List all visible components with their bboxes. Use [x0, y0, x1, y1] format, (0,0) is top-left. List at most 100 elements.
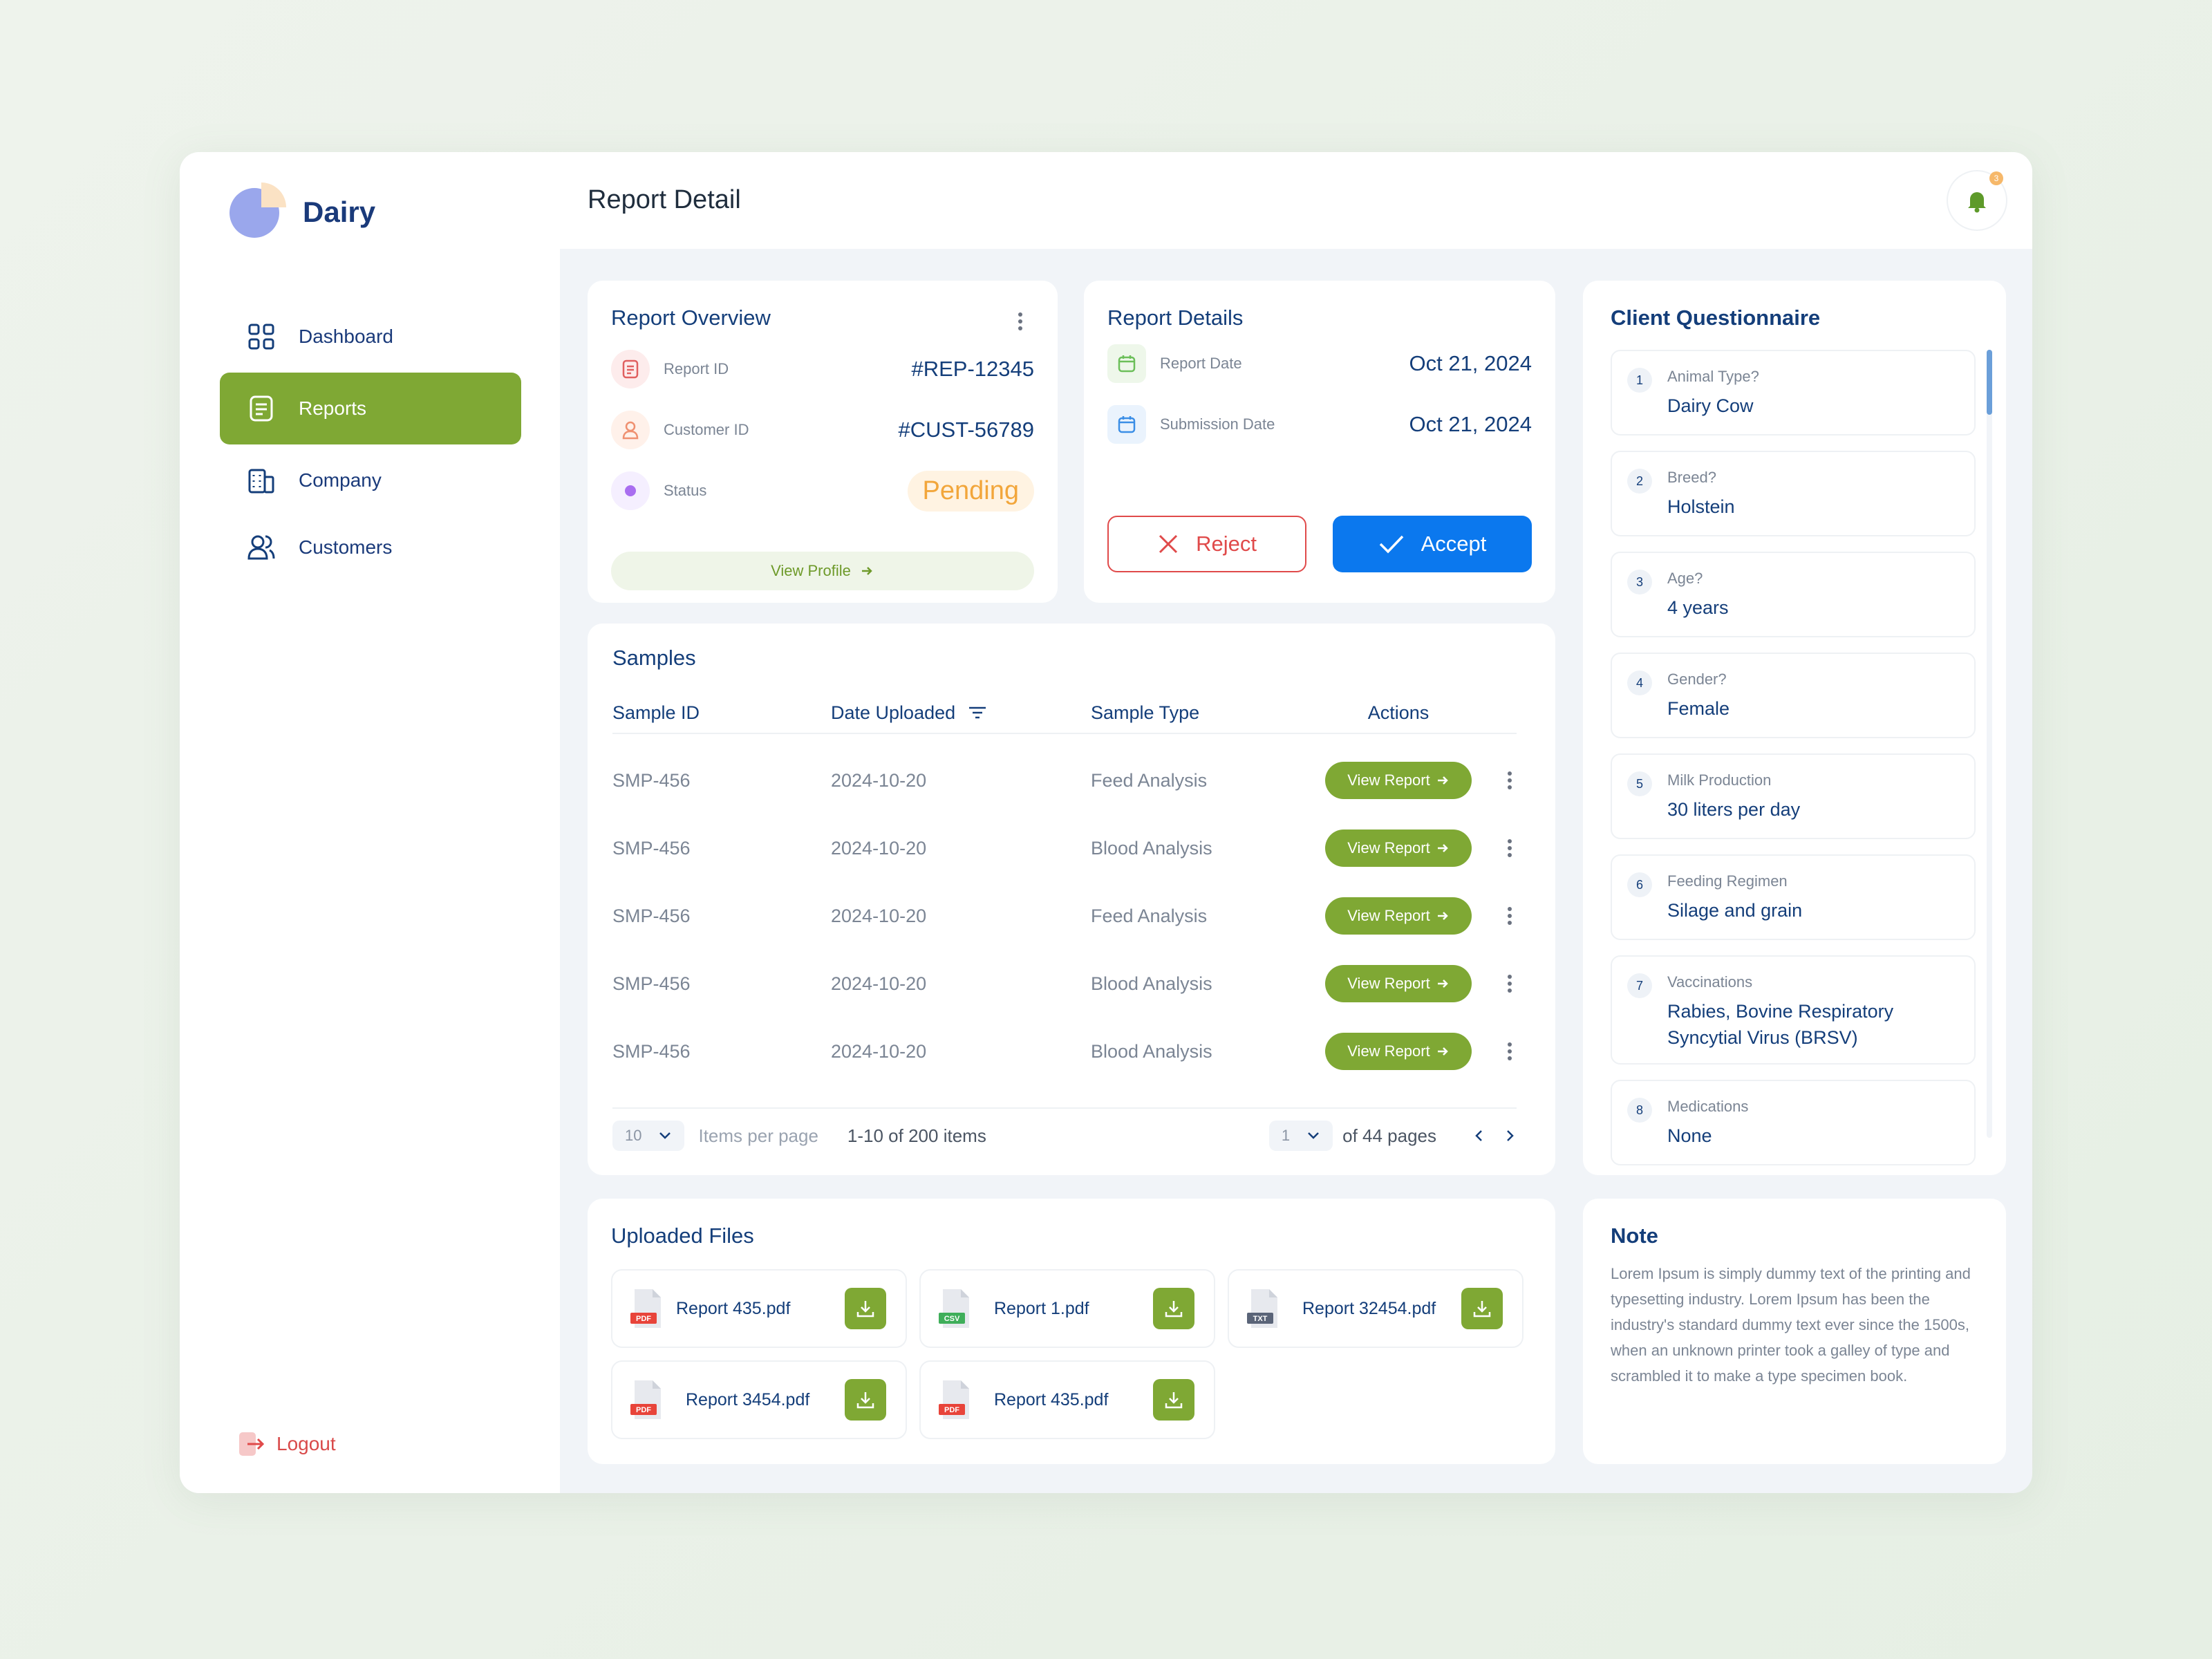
list-item: 8 Medications None: [1611, 1080, 1976, 1165]
question-label: Age?: [1667, 570, 1703, 587]
logo[interactable]: Dairy: [228, 177, 375, 239]
column-header[interactable]: Sample ID: [612, 702, 700, 723]
sidebar-item-customers[interactable]: Customers: [220, 516, 521, 579]
row-more-icon[interactable]: [1503, 906, 1517, 926]
scrollbar[interactable]: [1987, 350, 1992, 1138]
sample-type: Feed Analysis: [1091, 769, 1208, 791]
question-number: 4: [1627, 671, 1652, 695]
question-label: Animal Type?: [1667, 368, 1759, 385]
accept-label: Accept: [1421, 532, 1487, 556]
question-label: Feeding Regimen: [1667, 872, 1788, 890]
card-title: Note: [1611, 1224, 1658, 1248]
column-header[interactable]: Sample Type: [1091, 702, 1200, 723]
arrow-right-icon: [1437, 776, 1448, 785]
view-report-label: View Report: [1347, 975, 1430, 992]
arrow-right-icon: [1437, 980, 1448, 988]
download-button[interactable]: [1461, 1288, 1503, 1329]
sample-date: 2024-10-20: [831, 905, 927, 926]
customer-id-row: Customer ID #CUST-56789: [611, 409, 1034, 451]
bell-icon: [1968, 192, 1986, 213]
chevron-left-icon[interactable]: [1472, 1129, 1486, 1143]
accept-button[interactable]: Accept: [1333, 516, 1532, 572]
calendar-icon: [1107, 344, 1146, 383]
arrow-right-icon: [1437, 1047, 1448, 1056]
page-select[interactable]: 1: [1268, 1121, 1333, 1151]
more-options-icon[interactable]: [1013, 311, 1027, 332]
sidebar-item-reports[interactable]: Reports: [220, 373, 521, 444]
sample-id: SMP-456: [612, 973, 691, 994]
file-name: Report 435.pdf: [994, 1389, 1109, 1409]
download-button[interactable]: [1153, 1288, 1194, 1329]
question-answer: None: [1667, 1125, 1712, 1146]
per-page-select[interactable]: 10: [612, 1121, 685, 1151]
sample-date: 2024-10-20: [831, 1040, 927, 1062]
row-more-icon[interactable]: [1503, 838, 1517, 859]
app-name: Dairy: [303, 196, 376, 228]
chevron-down-icon: [1308, 1132, 1319, 1139]
sample-id: SMP-456: [612, 905, 691, 926]
file-item: PDF Report 435.pdf: [611, 1269, 907, 1348]
view-report-button[interactable]: View Report: [1325, 762, 1472, 799]
card-title: Report Details: [1107, 306, 1244, 330]
view-report-label: View Report: [1347, 771, 1430, 789]
file-item: CSV Report 1.pdf: [919, 1269, 1215, 1348]
download-button[interactable]: [845, 1379, 886, 1421]
status-row: Status Pending: [611, 470, 1034, 512]
file-item: PDF Report 435.pdf: [919, 1360, 1215, 1439]
questionnaire-list[interactable]: 1 Animal Type? Dairy Cow 2 Breed? Holste…: [1611, 350, 1976, 1175]
row-more-icon[interactable]: [1503, 973, 1517, 994]
list-item: 5 Milk Production 30 liters per day: [1611, 753, 1976, 839]
sidebar-item-dashboard[interactable]: Dashboard: [220, 301, 521, 373]
grid-icon: [246, 321, 276, 352]
chevron-right-icon[interactable]: [1503, 1129, 1517, 1143]
header: Report Detail 3: [560, 152, 2032, 249]
row-more-icon[interactable]: [1503, 770, 1517, 791]
view-report-button[interactable]: View Report: [1325, 897, 1472, 935]
list-item: 1 Animal Type? Dairy Cow: [1611, 350, 1976, 435]
question-answer: 4 years: [1667, 597, 1729, 618]
download-icon: [856, 1392, 874, 1409]
uploaded-files-card: Uploaded Files PDF Report 435.pdf CSV Re…: [588, 1199, 1555, 1464]
note-card: Note Lorem Ipsum is simply dummy text of…: [1583, 1199, 2006, 1464]
report-date-label: Report Date: [1160, 355, 1242, 372]
view-report-button[interactable]: View Report: [1325, 830, 1472, 867]
scrollbar-thumb[interactable]: [1987, 350, 1992, 415]
column-header-sortable[interactable]: Date Uploaded: [831, 702, 1091, 724]
sidebar-nav: Dashboard Reports: [220, 301, 521, 579]
view-report-label: View Report: [1347, 1042, 1430, 1060]
view-report-button[interactable]: View Report: [1325, 1033, 1472, 1070]
page-title: Report Detail: [588, 185, 741, 214]
view-profile-button[interactable]: View Profile: [611, 552, 1034, 590]
note-text: Lorem Ipsum is simply dummy text of the …: [1611, 1265, 1971, 1385]
question-number: 8: [1627, 1098, 1652, 1123]
samples-card: Samples Sample ID Date Uploaded Sample T…: [588, 624, 1555, 1175]
sidebar-item-company[interactable]: Company: [220, 444, 521, 516]
per-page-value: 10: [625, 1127, 642, 1144]
question-answer: Rabies, Bovine Respiratory Syncytial Vir…: [1667, 1001, 1894, 1048]
reject-button[interactable]: Reject: [1107, 516, 1306, 572]
pagination: 10 Items per page 1-10 of 200 items 1 of…: [612, 1107, 1517, 1156]
sample-id: SMP-456: [612, 769, 691, 791]
svg-text:PDF: PDF: [636, 1315, 651, 1323]
notification-button[interactable]: 3: [1947, 170, 2007, 231]
question-label: Milk Production: [1667, 771, 1772, 789]
status-dot-icon: [611, 471, 650, 510]
report-id-label: Report ID: [664, 360, 729, 377]
logo-icon: [229, 182, 286, 238]
sample-id: SMP-456: [612, 837, 691, 859]
check-icon: [1379, 535, 1403, 554]
row-more-icon[interactable]: [1503, 1041, 1517, 1062]
download-icon: [856, 1301, 874, 1318]
download-button[interactable]: [1153, 1379, 1194, 1421]
question-label: Breed?: [1667, 469, 1716, 486]
download-button[interactable]: [845, 1288, 886, 1329]
view-profile-label: View Profile: [771, 562, 851, 579]
filter-icon[interactable]: [968, 705, 987, 720]
list-item: 3 Age? 4 years: [1611, 552, 1976, 637]
close-icon: [1159, 534, 1178, 554]
document-icon: [611, 350, 650, 388]
column-header-label: Date Uploaded: [831, 702, 956, 723]
svg-text:TXT: TXT: [1253, 1315, 1268, 1323]
logout-button[interactable]: Logout: [238, 1431, 336, 1457]
view-report-button[interactable]: View Report: [1325, 965, 1472, 1002]
